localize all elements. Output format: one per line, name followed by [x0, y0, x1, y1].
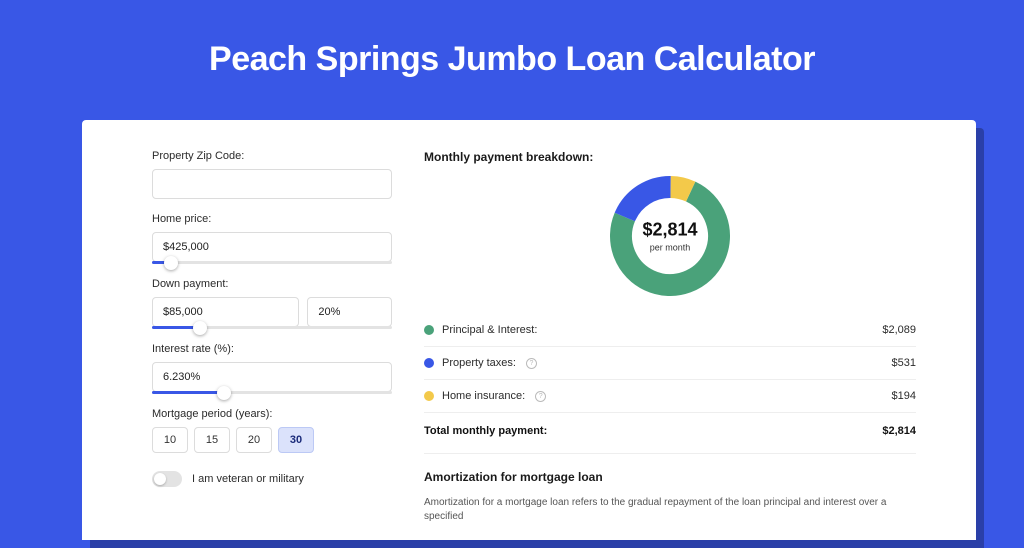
legend-dot-icon [424, 325, 434, 335]
interest-rate-label: Interest rate (%): [152, 343, 392, 355]
interest-rate-slider-fill [152, 391, 224, 394]
form-column: Property Zip Code: Home price: Down paym… [152, 150, 392, 540]
breakdown-column: Monthly payment breakdown: $2,814 per mo… [424, 150, 916, 540]
legend-label: Home insurance: [442, 390, 525, 402]
home-price-input[interactable] [152, 232, 392, 262]
legend-label: Principal & Interest: [442, 324, 537, 336]
legend-row-0: Principal & Interest: $2,089 [424, 314, 916, 347]
amortization-section: Amortization for mortgage loan Amortizat… [424, 453, 916, 524]
interest-rate-slider[interactable] [152, 391, 392, 394]
home-price-label: Home price: [152, 213, 392, 225]
donut-value: $2,814 [642, 220, 697, 241]
legend: Principal & Interest: $2,089 Property taxe… [424, 314, 916, 413]
total-row: Total monthly payment: $2,814 [424, 413, 916, 453]
zip-label: Property Zip Code: [152, 150, 392, 162]
zip-input[interactable] [152, 169, 392, 199]
period-label: Mortgage period (years): [152, 408, 392, 420]
legend-dot-icon [424, 391, 434, 401]
legend-dot-icon [424, 358, 434, 368]
period-option-10[interactable]: 10 [152, 427, 188, 453]
amortization-title: Amortization for mortgage loan [424, 470, 916, 484]
down-payment-slider-thumb[interactable] [193, 321, 207, 335]
down-payment-label: Down payment: [152, 278, 392, 290]
legend-row-1: Property taxes:? $531 [424, 347, 916, 380]
period-option-15[interactable]: 15 [194, 427, 230, 453]
total-label: Total monthly payment: [424, 425, 547, 437]
home-price-field: Home price: [152, 213, 392, 264]
info-icon[interactable]: ? [526, 358, 537, 369]
info-icon[interactable]: ? [535, 391, 546, 402]
legend-left: Property taxes:? [424, 357, 537, 369]
amortization-text: Amortization for a mortgage loan refers … [424, 496, 916, 524]
down-payment-input[interactable] [152, 297, 299, 327]
legend-left: Principal & Interest: [424, 324, 537, 336]
veteran-row: I am veteran or military [152, 471, 392, 487]
legend-value: $531 [892, 357, 916, 369]
legend-label: Property taxes: [442, 357, 516, 369]
breakdown-title: Monthly payment breakdown: [424, 150, 916, 164]
home-price-slider-thumb[interactable] [164, 256, 178, 270]
calculator-panel: Property Zip Code: Home price: Down paym… [82, 120, 976, 540]
period-option-30[interactable]: 30 [278, 427, 314, 453]
down-payment-field: Down payment: [152, 278, 392, 329]
veteran-label: I am veteran or military [192, 473, 304, 485]
legend-left: Home insurance:? [424, 390, 546, 402]
period-options: 10152030 [152, 427, 392, 453]
legend-row-2: Home insurance:? $194 [424, 380, 916, 413]
donut-chart: $2,814 per month [424, 176, 916, 296]
down-payment-pct-input[interactable] [307, 297, 392, 327]
interest-rate-slider-thumb[interactable] [217, 386, 231, 400]
page-title: Peach Springs Jumbo Loan Calculator [0, 0, 1024, 104]
period-option-20[interactable]: 20 [236, 427, 272, 453]
interest-rate-field: Interest rate (%): [152, 343, 392, 394]
period-field: Mortgage period (years): 10152030 [152, 408, 392, 453]
donut-sub: per month [642, 243, 697, 253]
interest-rate-input[interactable] [152, 362, 392, 392]
zip-field: Property Zip Code: [152, 150, 392, 199]
total-value: $2,814 [882, 425, 916, 437]
home-price-slider[interactable] [152, 261, 392, 264]
legend-value: $194 [892, 390, 916, 402]
down-payment-slider[interactable] [152, 326, 392, 329]
veteran-toggle[interactable] [152, 471, 182, 487]
legend-value: $2,089 [882, 324, 916, 336]
donut-center: $2,814 per month [642, 220, 697, 253]
